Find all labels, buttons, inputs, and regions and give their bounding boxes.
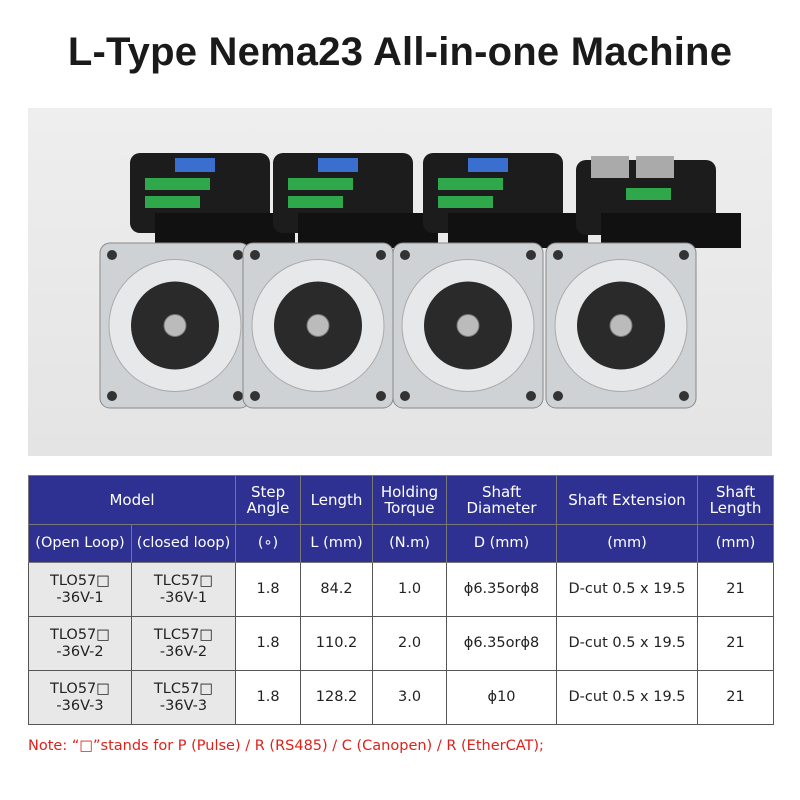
- torque-cell: 1.0: [372, 562, 448, 617]
- page-title: L-Type Nema23 All-in-one Machine: [67, 30, 733, 74]
- open-loop-model: TLO57□ -36V-3: [28, 670, 132, 725]
- model-suffix: -36V-2: [56, 643, 104, 660]
- step-angle-cell: 1.8: [235, 562, 302, 617]
- shaft-length-cell: 21: [697, 616, 775, 671]
- closed-loop-model: TLC57□ -36V-2: [130, 616, 237, 671]
- motor-face: [545, 242, 697, 409]
- extension-cell-text: D-cut 0.5 x 19.5: [568, 689, 686, 705]
- length-cell-text: 84.2: [320, 581, 353, 597]
- torque-cell: 3.0: [372, 670, 448, 725]
- length-cell-text: 128.2: [315, 689, 358, 705]
- unit-diameter: D (mm): [446, 524, 558, 563]
- shaft-length-cell: 21: [697, 670, 775, 725]
- shaft-length-cell-text: 21: [726, 635, 745, 651]
- motor-face: [392, 242, 544, 409]
- open-loop-model: TLO57□ -36V-2: [28, 616, 132, 671]
- torque-cell-text: 2.0: [397, 635, 422, 651]
- shaft-length-cell-text: 21: [726, 689, 745, 705]
- diameter-cell-text: ϕ6.35orϕ8: [463, 635, 540, 651]
- note-text: Note: “□”stands for P (Pulse) / R (RS485…: [28, 738, 544, 754]
- unit-open-loop: (Open Loop): [28, 524, 132, 563]
- model-suffix: -36V-1: [56, 589, 104, 606]
- model-name: TLC57□: [153, 680, 214, 697]
- diameter-cell-text: ϕ10: [487, 689, 516, 705]
- torque-cell: 2.0: [372, 616, 448, 671]
- header-shaft-length: Shaft Length: [697, 475, 775, 525]
- extension-cell: D-cut 0.5 x 19.5: [556, 670, 699, 725]
- model-name: TLC57□: [153, 626, 214, 643]
- length-cell: 128.2: [300, 670, 374, 725]
- torque-cell-text: 1.0: [397, 581, 422, 597]
- header-holding-torque: Holding Torque: [372, 475, 448, 525]
- unit-shaft-length: (mm): [697, 524, 775, 563]
- driver-module: [130, 153, 295, 248]
- header-shaft-extension: Shaft Extension: [556, 475, 699, 525]
- unit-step-angle: (∘): [235, 524, 302, 563]
- unit-extension: (mm): [556, 524, 699, 563]
- step-angle-cell-text: 1.8: [256, 635, 280, 651]
- model-suffix: -36V-3: [56, 697, 104, 714]
- torque-cell-text: 3.0: [397, 689, 422, 705]
- shaft-length-cell-text: 21: [726, 581, 745, 597]
- header-length: Length: [300, 475, 374, 525]
- step-angle-cell-text: 1.8: [256, 689, 280, 705]
- model-suffix: -36V-3: [159, 697, 208, 714]
- motor-face: [242, 242, 394, 409]
- extension-cell-text: D-cut 0.5 x 19.5: [568, 581, 686, 597]
- unit-torque: (N.m): [372, 524, 448, 563]
- units-row: (Open Loop) (closed loop) (∘) L (mm) (N.…: [28, 524, 775, 563]
- model-suffix: -36V-2: [159, 643, 208, 660]
- unit-closed-loop: (closed loop): [130, 524, 237, 563]
- closed-loop-model: TLC57□ -36V-1: [130, 562, 237, 617]
- step-angle-cell: 1.8: [235, 670, 302, 725]
- model-suffix: -36V-1: [159, 589, 208, 606]
- shaft-length-cell: 21: [697, 562, 775, 617]
- header-row: Model Step Angle Length Holding Torque S…: [27, 475, 775, 525]
- extension-cell: D-cut 0.5 x 19.5: [556, 562, 699, 617]
- driver-module: [576, 156, 741, 248]
- motor-face: [99, 242, 251, 409]
- header-shaft-diameter: Shaft Diameter: [446, 475, 558, 525]
- driver-module: [273, 153, 438, 248]
- header-step-angle: Step Angle: [235, 475, 302, 525]
- spec-table: Model Step Angle Length Holding Torque S…: [27, 475, 775, 725]
- extension-cell: D-cut 0.5 x 19.5: [556, 616, 699, 671]
- extension-cell-text: D-cut 0.5 x 19.5: [568, 635, 686, 651]
- table-row: TLO57□ -36V-3 TLC57□ -36V-3 1.8 128.2 3.0 ϕ10…: [28, 670, 775, 725]
- step-angle-cell-text: 1.8: [256, 581, 280, 597]
- model-name: TLO57□: [50, 572, 110, 589]
- table-row: TLO57□ -36V-2 TLC57□ -36V-2 1.8 110.2 2.0 ϕ6.…: [28, 616, 775, 671]
- length-cell: 84.2: [300, 562, 374, 617]
- unit-length: L (mm): [300, 524, 374, 563]
- model-name: TLO57□: [50, 680, 110, 697]
- length-cell: 110.2: [300, 616, 374, 671]
- diameter-cell-text: ϕ6.35orϕ8: [463, 581, 540, 597]
- diameter-cell: ϕ10: [446, 670, 558, 725]
- diameter-cell: ϕ6.35orϕ8: [446, 616, 558, 671]
- motors-image: [99, 153, 741, 409]
- driver-module: [423, 153, 588, 248]
- table-row: TLO57□ -36V-1 TLC57□ -36V-1 1.8 84.2 1.0 ϕ6.3…: [28, 562, 775, 617]
- diameter-cell: ϕ6.35orϕ8: [446, 562, 558, 617]
- step-angle-cell: 1.8: [235, 616, 302, 671]
- length-cell-text: 110.2: [315, 635, 358, 651]
- model-name: TLO57□: [50, 626, 110, 643]
- open-loop-model: TLO57□ -36V-1: [28, 562, 132, 617]
- closed-loop-model: TLC57□ -36V-3: [130, 670, 237, 725]
- model-name: TLC57□: [153, 572, 214, 589]
- header-model: Model: [27, 475, 237, 525]
- product-photo: [28, 108, 772, 456]
